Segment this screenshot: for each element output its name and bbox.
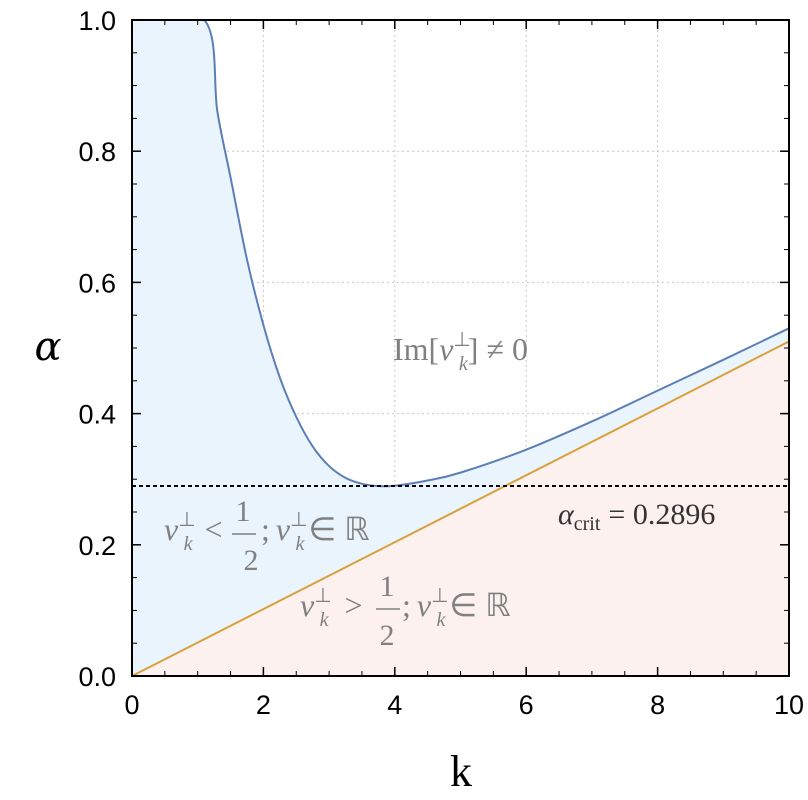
svg-text:;ν⊥k∈ ℝ: ; ν⊥ k ∈ ℝ bbox=[261, 509, 370, 555]
y-tick-label: 0.0 bbox=[78, 662, 116, 692]
series-orange-line bbox=[131, 340, 790, 677]
blue-region-fill bbox=[132, 20, 789, 676]
svg-text:2: 2 bbox=[244, 544, 259, 577]
critical-alpha-label: αcrit = 0.2896 bbox=[558, 498, 715, 535]
svg-text:ν⊥k>: ν⊥ k > bbox=[300, 585, 363, 631]
x-tick-label: 2 bbox=[256, 690, 271, 720]
svg-text:ν⊥k<: ν⊥ k < bbox=[164, 509, 223, 555]
y-tick-label: 0.2 bbox=[78, 531, 116, 561]
x-tick-label: 10 bbox=[774, 690, 804, 720]
series-blue-curve bbox=[132, 19, 790, 488]
annotation-region-right: ν⊥ k > 1 2 ; ν⊥ k ∈ ℝ bbox=[300, 570, 511, 652]
x-axis-title: k bbox=[450, 747, 472, 796]
annotation-region-top: Im[ν⊥ k] ≠ 0 bbox=[393, 329, 528, 375]
x-tick-label: 6 bbox=[519, 690, 534, 720]
svg-text:1: 1 bbox=[380, 570, 395, 603]
y-tick-label: 0.8 bbox=[78, 137, 116, 167]
x-tick-label: 4 bbox=[387, 690, 402, 720]
svg-text:2: 2 bbox=[380, 619, 395, 652]
ticks bbox=[131, 19, 790, 677]
svg-text:;ν⊥k∈ ℝ: ; ν⊥ k ∈ ℝ bbox=[402, 585, 511, 631]
y-tick-label: 0.6 bbox=[78, 268, 116, 298]
tick-labels: 0 2 4 6 8 10 0.0 0.2 0.4 0.6 0.8 1.0 bbox=[78, 6, 804, 720]
y-axis-title: α bbox=[34, 324, 61, 370]
y-tick-label: 0.4 bbox=[78, 400, 116, 430]
x-tick-label: 0 bbox=[124, 690, 139, 720]
y-tick-label: 1.0 bbox=[78, 6, 116, 36]
x-tick-label: 8 bbox=[650, 690, 665, 720]
svg-text:1: 1 bbox=[236, 495, 251, 528]
annotation-region-left: ν⊥ k < 1 2 ; ν⊥ k ∈ ℝ bbox=[164, 495, 370, 577]
